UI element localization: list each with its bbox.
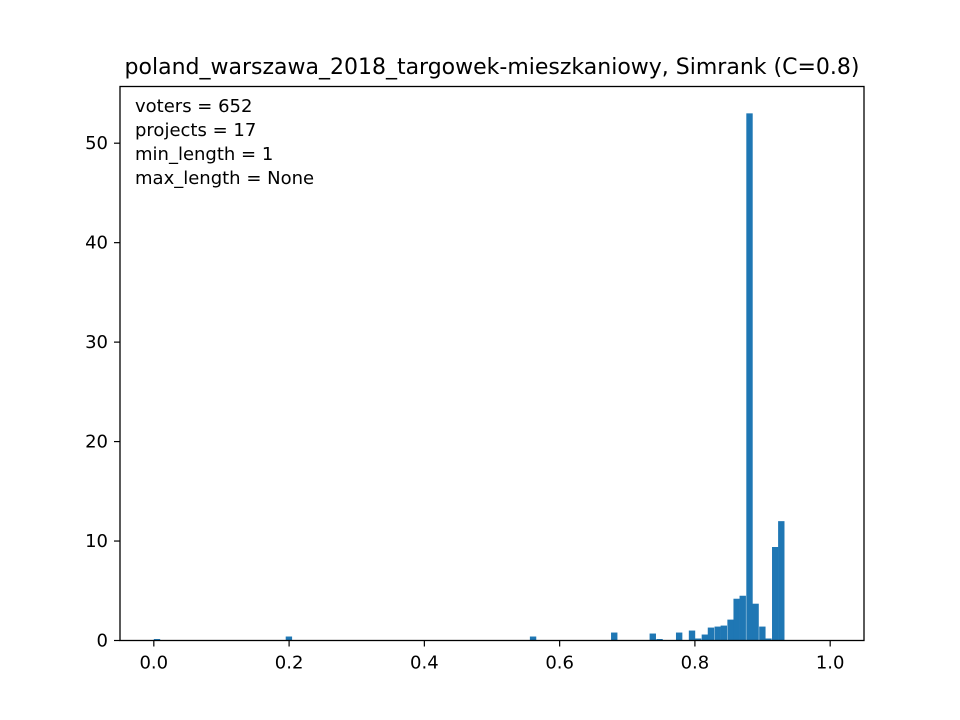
histogram-bar: [694, 638, 702, 641]
x-tick-label: 0.6: [545, 653, 574, 674]
y-tick-label: 0: [97, 631, 108, 652]
histogram-bar: [733, 598, 740, 641]
annotation-voters: voters = 652: [135, 96, 252, 117]
x-tick-label: 0.8: [681, 653, 710, 674]
y-tick-label: 10: [85, 531, 108, 552]
y-axis-ticks: 0 10 20 30 40 50: [85, 133, 120, 652]
annotation-block: voters = 652 projects = 17 min_length = …: [135, 96, 314, 189]
annotation-max-length: max_length = None: [135, 168, 314, 189]
histogram-bar: [529, 636, 537, 641]
histogram-bar: [765, 638, 772, 641]
histogram-bar: [759, 626, 766, 641]
histogram-bar: [688, 630, 696, 641]
y-tick-label: 20: [85, 432, 108, 453]
histogram-bar: [656, 639, 663, 641]
histogram-bar: [153, 639, 161, 641]
x-tick-label: 0.4: [410, 653, 439, 674]
histogram-bar: [285, 636, 293, 641]
y-tick-label: 50: [85, 133, 108, 154]
annotation-min-length: min_length = 1: [135, 144, 273, 165]
x-tick-label: 0.0: [139, 653, 168, 674]
annotation-projects: projects = 17: [135, 120, 256, 141]
chart-title: poland_warszawa_2018_targowek-mieszkanio…: [125, 55, 860, 80]
histogram-bar: [752, 603, 759, 641]
histogram-bar: [746, 113, 753, 641]
histogram-bar: [675, 632, 683, 641]
bars-group: [153, 113, 785, 641]
histogram-bar: [701, 634, 709, 641]
y-tick-label: 40: [85, 233, 108, 254]
x-tick-label: 0.2: [275, 653, 304, 674]
histogram-bar: [714, 626, 721, 641]
histogram-bar: [720, 625, 727, 641]
histogram-bar: [611, 632, 618, 641]
histogram-bar: [778, 521, 785, 641]
histogram-bar: [739, 595, 746, 641]
x-tick-label: 1.0: [816, 653, 845, 674]
histogram-bar: [772, 547, 779, 641]
y-tick-label: 30: [85, 332, 108, 353]
histogram-bar: [649, 633, 656, 641]
histogram-bar: [707, 627, 715, 641]
histogram-bar: [727, 619, 734, 641]
x-axis-ticks: 0.0 0.2 0.4 0.6 0.8 1.0: [139, 640, 845, 674]
plot-frame: [119, 85, 865, 642]
